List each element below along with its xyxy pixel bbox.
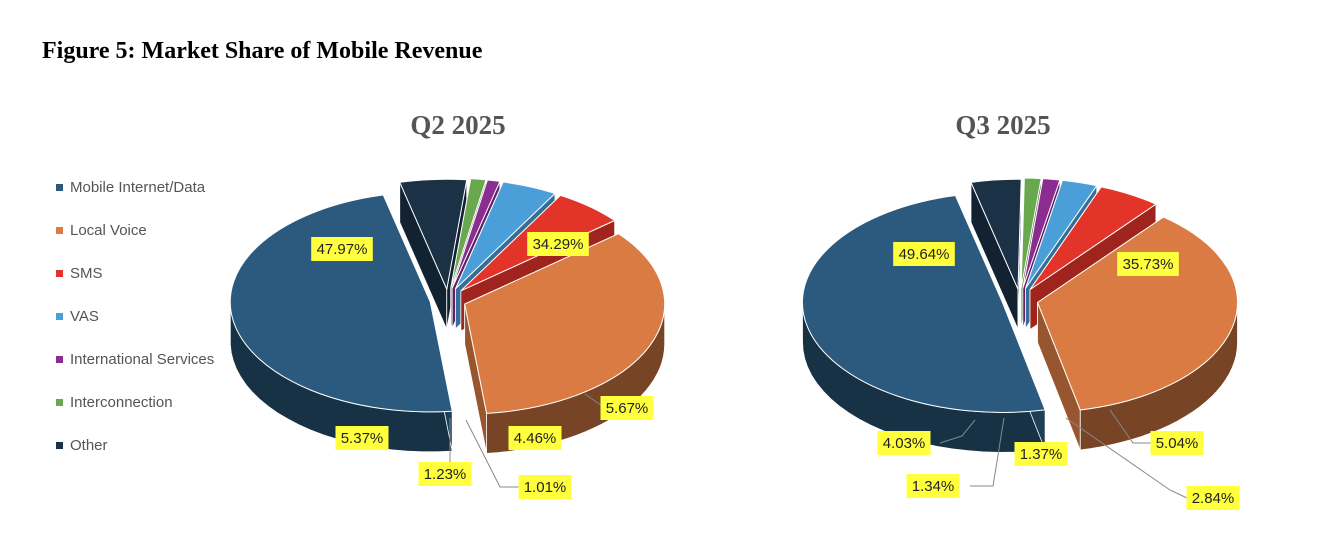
legend-swatch [56, 442, 63, 449]
data-label-text: 2.84% [1192, 490, 1235, 507]
data-label-other: 5.37% [335, 426, 389, 450]
pie-slice-local-voice [1036, 216, 1238, 451]
data-label-box [600, 396, 654, 420]
leader-line [939, 419, 976, 444]
data-label-text: 4.03% [883, 435, 926, 452]
data-label-box [1117, 252, 1179, 276]
leader-line [970, 417, 1005, 487]
slice-top-local-voice [464, 233, 666, 414]
data-label-interconnection: 1.34% [906, 474, 960, 498]
data-label-text: 34.29% [533, 236, 584, 253]
legend-label: Interconnection [70, 394, 173, 411]
legend-item-vas: VAS [56, 295, 256, 338]
legend-label: Local Voice [70, 222, 147, 239]
data-label-box [893, 242, 955, 266]
legend-swatch [56, 356, 63, 363]
pie-title: Q2 2025 [410, 110, 505, 140]
data-label-box [418, 462, 472, 486]
slice-top-interconnection [450, 178, 487, 289]
slice-top-mobile-internet-data [229, 194, 453, 413]
data-label-box [1186, 486, 1240, 510]
data-label-interconnection: 1.23% [418, 462, 472, 486]
legend-swatch [56, 270, 63, 277]
data-label-local-voice: 35.73% [1117, 252, 1179, 276]
data-label-text: 35.73% [1123, 256, 1174, 273]
legend-item-interconnection: Interconnection [56, 381, 256, 424]
legend-label: SMS [70, 265, 103, 282]
data-label-box [311, 237, 373, 261]
slice-top-other [399, 178, 468, 291]
data-label-box [1150, 431, 1204, 455]
data-label-mobile-internet-data: 47.97% [311, 237, 373, 261]
pie-title: Q3 2025 [955, 110, 1050, 140]
legend-item-mobile-internet: Mobile Internet/Data [56, 166, 256, 209]
data-label-box [1014, 442, 1068, 466]
pie-slice-mobile-internet-data [802, 194, 1046, 453]
slice-top-sms [1029, 186, 1157, 291]
data-label-local-voice: 34.29% [527, 232, 589, 256]
legend-label: Mobile Internet/Data [70, 179, 206, 196]
data-label-vas: 4.46% [508, 426, 562, 450]
data-label-text: 5.67% [606, 400, 649, 417]
data-label-text: 5.37% [341, 430, 384, 447]
data-label-other: 4.03% [877, 431, 931, 455]
slice-top-vas [1024, 179, 1098, 289]
legend-label: Other [70, 437, 108, 454]
pie-slice-local-voice [464, 233, 666, 454]
legend-swatch [56, 313, 63, 320]
data-label-box [508, 426, 562, 450]
data-label-sms: 5.67% [600, 396, 654, 420]
pie-slice-other [970, 178, 1022, 330]
leader-line [465, 419, 520, 488]
data-label-sms: 5.04% [1150, 431, 1204, 455]
figure-title: Figure 5: Market Share of Mobile Revenue [42, 38, 483, 64]
data-label-text: 1.23% [424, 466, 467, 483]
slice-top-international-services [451, 179, 501, 289]
legend-item-local-voice: Local Voice [56, 209, 256, 252]
data-label-international-services: 1.37% [1014, 442, 1068, 466]
data-label-box [877, 431, 931, 455]
pie-chart-q3-2025: Q3 2025 49.64% 35.73% 5.04% 2.84% 1.37% 1.34% 4… [802, 110, 1240, 510]
slice-top-international-services [1022, 178, 1061, 289]
leader-line [1065, 417, 1188, 499]
data-label-text: 1.01% [524, 479, 567, 496]
legend-swatch [56, 399, 63, 406]
slice-top-other [970, 178, 1022, 290]
data-label-box [518, 475, 572, 499]
data-label-box [527, 232, 589, 256]
legend-swatch [56, 227, 63, 234]
pie-slice-other [399, 178, 468, 330]
data-label-text: 47.97% [317, 241, 368, 258]
legend-item-international-services: International Services [56, 338, 256, 381]
data-label-international-services: 1.01% [518, 475, 572, 499]
data-label-text: 5.04% [1156, 435, 1199, 452]
slice-top-local-voice [1036, 216, 1238, 411]
legend-swatch [56, 184, 63, 191]
legend-item-other: Other [56, 424, 256, 467]
data-label-mobile-internet-data: 49.64% [893, 242, 955, 266]
leader-line [1109, 409, 1152, 444]
pie-slice-mobile-internet-data [229, 194, 453, 453]
data-label-text: 1.37% [1020, 446, 1063, 463]
data-label-vas: 2.84% [1186, 486, 1240, 510]
data-label-text: 4.46% [514, 430, 557, 447]
legend-label: VAS [70, 308, 99, 325]
legend-label: International Services [70, 351, 215, 368]
chart-legend: Mobile Internet/Data Local Voice SMS VAS… [56, 166, 256, 467]
slice-top-vas [454, 181, 556, 290]
slice-top-interconnection [1020, 177, 1042, 289]
data-label-text: 1.34% [912, 478, 955, 495]
data-label-box [906, 474, 960, 498]
legend-item-sms: SMS [56, 252, 256, 295]
data-label-text: 49.64% [899, 246, 950, 263]
data-label-box [335, 426, 389, 450]
pie-chart-q2-2025: Q2 2025 47.97% 34.29% 5.67% 4.46% 1.01% 1.23% 5… [229, 110, 666, 499]
slice-top-mobile-internet-data [802, 194, 1046, 413]
